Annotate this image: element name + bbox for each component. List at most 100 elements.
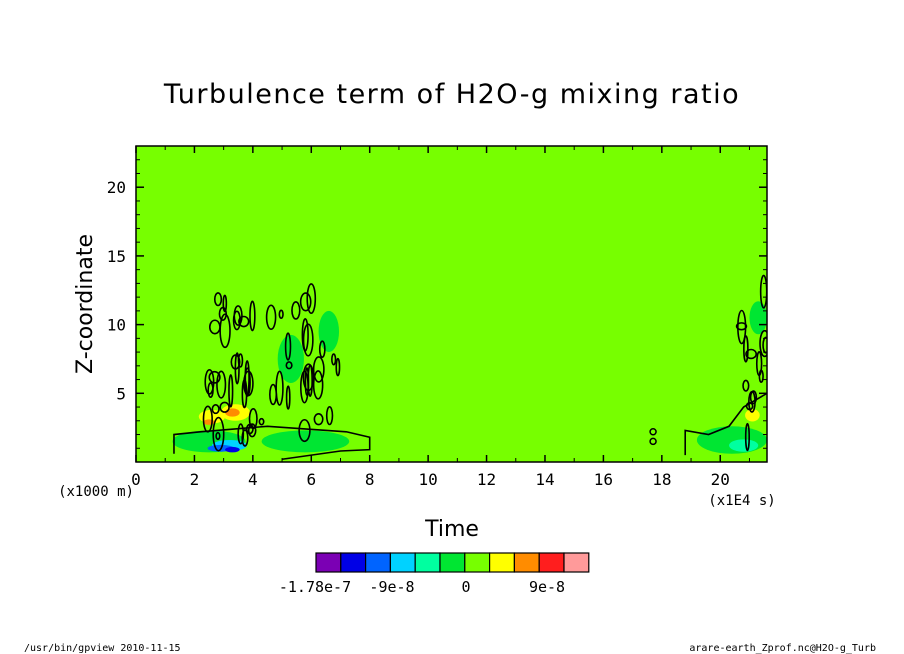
footer-right: arare-earth_Zprof.nc@H2O-g_Turb: [689, 643, 876, 654]
x-axis-unit: (x1E4 s): [708, 493, 775, 509]
contour-line: [331, 353, 337, 366]
contour-line: [649, 437, 657, 446]
contour-line: [232, 310, 241, 331]
y-tick-label: 5: [116, 384, 126, 403]
contour-region: [749, 301, 767, 335]
contour-region: [318, 310, 340, 353]
x-tick-label: 0: [131, 470, 141, 489]
contour-line: [284, 332, 292, 361]
x-tick-label: 8: [365, 470, 375, 489]
contour-line: [749, 390, 758, 405]
contour-line: [211, 404, 220, 415]
colorbar-label: 0: [461, 578, 470, 596]
contour-line: [313, 412, 324, 426]
contour-region: [729, 439, 759, 452]
contour-region: [696, 426, 767, 454]
contour-line: [230, 354, 241, 370]
contour-line: [244, 360, 250, 396]
contour-line: [318, 340, 326, 359]
y-tick-label: 20: [107, 178, 126, 197]
contour-line: [302, 323, 314, 357]
contour-line: [744, 422, 750, 452]
contour-line: [735, 322, 748, 331]
contour-line: [278, 309, 284, 320]
contour-line: [212, 416, 225, 452]
contour-line: [759, 329, 767, 358]
contour-line: [208, 370, 221, 384]
chart-title: Turbulence term of H2O-g mixing ratio: [163, 79, 740, 110]
y-axis-label: Z-coordinate: [73, 234, 98, 374]
contour-region: [225, 446, 240, 453]
contour-line: [737, 309, 747, 345]
contour-region: [225, 408, 240, 417]
x-tick-label: 10: [418, 470, 437, 489]
colorbar-swatch: [389, 552, 416, 573]
contour-line: [216, 370, 227, 399]
footer-left: /usr/bin/gpview 2010-11-15: [24, 643, 181, 654]
contour-line: [684, 392, 767, 456]
contour-line: [335, 357, 341, 377]
x-tick-label: 12: [477, 470, 496, 489]
x-tick-label: 18: [652, 470, 671, 489]
contour-line: [241, 429, 249, 447]
y-axis: 5 10 15 20: [107, 159, 767, 449]
contour-line: [222, 294, 228, 313]
x-tick-label: 14: [535, 470, 554, 489]
y-axis-unit: (x1000 m): [58, 484, 134, 500]
contour-line: [208, 319, 221, 335]
colorbar-swatch: [439, 552, 466, 573]
contour-line: [285, 385, 291, 410]
colorbar-swatch: [464, 552, 491, 573]
colorbar-swatch: [414, 552, 441, 573]
contour-line: [249, 300, 256, 332]
x-axis: 0 2 4 6 8 10 12 14 16 18 20: [131, 146, 750, 489]
x-tick-label: 6: [306, 470, 316, 489]
colorbar-swatch: [340, 552, 367, 573]
contour-line: [743, 335, 749, 363]
contour-line: [325, 406, 334, 426]
colorbar-swatch: [489, 552, 516, 573]
contour-line: [299, 292, 312, 312]
contour-line: [173, 425, 371, 461]
colorbar-label: 9e-8: [529, 578, 565, 596]
x-axis-label: Time: [424, 517, 479, 542]
contour-line: [745, 348, 758, 360]
colorbar-label: -9e-8: [369, 578, 414, 596]
contour-line: [312, 370, 324, 400]
contour-line: [238, 315, 250, 328]
contour-line: [762, 336, 767, 354]
contour-region: [203, 419, 215, 425]
x-tick-label: 2: [190, 470, 200, 489]
contour-lines: [173, 274, 767, 461]
contour-line: [649, 428, 657, 436]
y-tick-label: 10: [107, 316, 126, 335]
contour-line: [245, 423, 254, 435]
contour-line: [219, 313, 231, 349]
x-tick-label: 20: [711, 470, 730, 489]
contour-line: [258, 417, 265, 426]
y-tick-label: 15: [107, 247, 126, 266]
contour-line: [219, 401, 230, 413]
colorbar: -1.78e-7 -9e-8 0 9e-8: [279, 552, 590, 596]
contour-line: [215, 431, 221, 441]
contour-line: [312, 356, 325, 383]
colorbar-swatch: [513, 552, 540, 573]
x-tick-label: 4: [248, 470, 258, 489]
contour-line: [247, 423, 257, 438]
contour-line: [285, 361, 293, 370]
contour-line: [302, 363, 315, 392]
colorbar-swatch: [315, 552, 342, 573]
contour-region: [745, 409, 760, 422]
contour-line: [228, 374, 234, 408]
contour-line: [207, 382, 214, 399]
x-tick-label: 16: [594, 470, 613, 489]
contour-line: [298, 418, 311, 443]
contour-line: [213, 292, 223, 307]
contour-line: [204, 369, 215, 395]
plot-frame: [135, 145, 768, 463]
colorbar-swatch: [563, 552, 590, 573]
colorbar-label: -1.78e-7: [279, 578, 351, 596]
contour-line: [275, 370, 284, 406]
colorbar-swatch: [365, 552, 392, 573]
